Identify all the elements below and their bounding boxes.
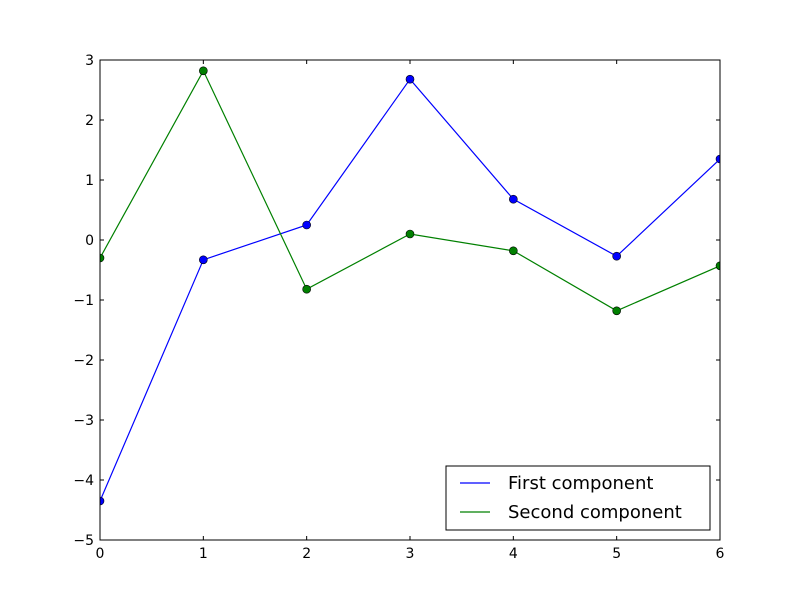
- data-point: [302, 284, 311, 294]
- legend-label-first-component: First component: [508, 473, 653, 494]
- data-point: [100, 253, 105, 263]
- data-point: [715, 261, 720, 271]
- x-tick-label: 6: [716, 546, 725, 562]
- data-point: [405, 74, 415, 84]
- ticks-layer: 0 1 2 3 4 5 6 −5 −4 −3 −2 −1 0 1 2 3: [73, 53, 724, 562]
- legend-box: [445, 465, 711, 531]
- data-point: [612, 251, 621, 261]
- y-tick-label: 0: [85, 233, 94, 249]
- y-tick-label: −1: [73, 293, 94, 309]
- y-tick-label: −4: [73, 473, 94, 489]
- data-point: [509, 246, 518, 256]
- x-tick-label: 1: [199, 546, 208, 562]
- y-tick-label: −3: [73, 413, 94, 429]
- data-point: [199, 255, 208, 265]
- y-tick-label: 2: [85, 113, 94, 129]
- y-tick-label: 3: [85, 53, 94, 69]
- data-point: [405, 229, 415, 239]
- data-point: [612, 306, 621, 316]
- y-tick-label: 1: [85, 173, 94, 189]
- y-tick-label: −2: [73, 353, 94, 369]
- legend-label-second-component: Second component: [508, 502, 682, 523]
- x-tick-label: 3: [406, 546, 415, 562]
- plot-area: [99, 59, 721, 541]
- y-tick-label: −5: [73, 533, 94, 549]
- x-tick-label: 5: [612, 546, 621, 562]
- data-point: [509, 194, 518, 204]
- legend: First component Second component: [445, 465, 711, 531]
- data-point: [100, 496, 105, 506]
- data-point: [715, 154, 720, 164]
- x-tick-label: 2: [302, 546, 311, 562]
- series-layer: [100, 66, 720, 506]
- plot-background: [100, 60, 720, 540]
- x-tick-label: 0: [96, 546, 105, 562]
- data-point: [302, 220, 311, 230]
- data-point: [199, 66, 208, 76]
- x-tick-label: 4: [509, 546, 518, 562]
